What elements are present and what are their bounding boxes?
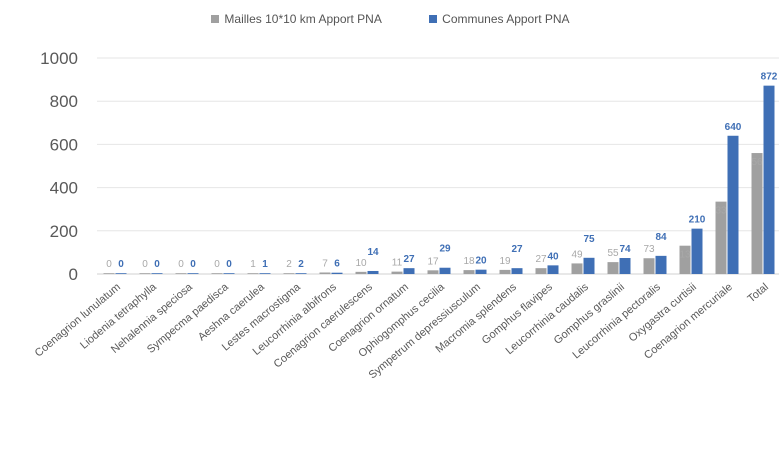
bar-communes <box>547 265 559 274</box>
data-label-communes: 74 <box>619 244 631 255</box>
data-label-mailles: 0 <box>142 259 148 270</box>
bar-communes <box>331 272 343 274</box>
data-label-communes: 14 <box>367 247 379 258</box>
bar-mailles <box>283 273 295 274</box>
bar-mailles <box>139 273 151 274</box>
bar-mailles <box>499 269 511 274</box>
bar-communes <box>691 228 703 274</box>
bar-communes <box>511 268 523 274</box>
y-tick-label: 0 <box>69 265 78 284</box>
bar-mailles <box>211 273 223 274</box>
data-label-mailles: 19 <box>499 256 511 267</box>
y-tick-label: 1000 <box>40 49 78 68</box>
bar-mailles <box>535 268 547 274</box>
bar-mailles <box>679 245 691 274</box>
data-label-mailles: 0 <box>214 259 220 270</box>
bar-communes <box>763 85 775 274</box>
bar-mailles <box>247 273 259 274</box>
data-label-mailles: 49 <box>571 249 583 260</box>
bar-communes <box>655 255 667 274</box>
legend-item-communes: Communes Apport PNA <box>429 12 570 26</box>
bar-mailles <box>391 271 403 274</box>
data-label-communes: 27 <box>511 244 523 255</box>
bar-mailles <box>175 273 187 274</box>
data-label-communes: 40 <box>547 251 559 262</box>
bar-communes <box>223 273 235 274</box>
data-label-communes: 29 <box>439 244 451 255</box>
bar-communes <box>583 257 595 274</box>
data-label-mailles: 18 <box>463 256 475 267</box>
data-label-mailles: 55 <box>607 248 619 259</box>
data-label-mailles: 33 <box>715 206 727 217</box>
bar-mailles <box>571 263 583 274</box>
bar-communes <box>403 268 415 274</box>
bar-communes <box>619 258 631 274</box>
bar-communes <box>295 273 307 274</box>
data-label-mailles: 10 <box>355 258 367 269</box>
bar-mailles <box>715 201 727 274</box>
data-label-communes: 872 <box>761 72 778 83</box>
legend-swatch-mailles <box>211 15 220 23</box>
data-label-communes: 0 <box>154 259 160 270</box>
data-label-communes: 2 <box>298 259 304 270</box>
legend: Mailles 10*10 km Apport PNA Communes App… <box>0 12 781 26</box>
bar-communes <box>151 273 163 274</box>
data-label-mailles: 56 <box>751 157 763 168</box>
bar-communes <box>187 273 199 274</box>
bar-communes <box>259 273 271 274</box>
data-label-communes: 1 <box>262 259 268 270</box>
data-label-communes: 210 <box>689 215 706 226</box>
legend-swatch-communes <box>429 15 438 23</box>
bar-communes <box>439 267 451 274</box>
bar-mailles <box>607 262 619 274</box>
data-label-mailles: 2 <box>286 259 292 270</box>
bar-mailles <box>427 270 439 274</box>
data-label-mailles: 73 <box>643 244 655 255</box>
y-tick-label: 200 <box>50 222 78 241</box>
data-label-mailles: 0 <box>106 259 112 270</box>
data-label-mailles: 7 <box>322 258 328 269</box>
bar-mailles <box>355 271 367 274</box>
data-label-communes: 640 <box>725 122 742 133</box>
data-label-mailles: 27 <box>535 254 547 265</box>
data-label-mailles: 13 <box>679 250 691 261</box>
data-label-mailles: 1 <box>250 259 256 270</box>
bar-mailles <box>103 273 115 274</box>
y-tick-label: 400 <box>50 179 78 198</box>
data-label-communes: 0 <box>226 259 232 270</box>
y-tick-label: 800 <box>50 92 78 111</box>
bar-mailles <box>463 270 475 274</box>
data-label-mailles: 0 <box>178 259 184 270</box>
data-label-mailles: 11 <box>392 258 403 269</box>
data-label-communes: 75 <box>583 234 595 245</box>
bar-communes <box>115 273 127 274</box>
x-category-label: Total <box>745 281 771 305</box>
data-label-communes: 27 <box>403 254 415 265</box>
bar-mailles <box>751 153 763 274</box>
bar-communes <box>727 135 739 274</box>
y-tick-label: 600 <box>50 135 78 154</box>
data-label-communes: 20 <box>475 256 487 267</box>
data-label-communes: 0 <box>190 259 196 270</box>
data-label-communes: 6 <box>334 259 340 270</box>
legend-label-mailles: Mailles 10*10 km Apport PNA <box>224 12 382 26</box>
data-label-communes: 84 <box>655 232 667 243</box>
bar-communes <box>367 270 379 274</box>
legend-label-communes: Communes Apport PNA <box>442 12 570 26</box>
bar-mailles <box>319 272 331 274</box>
data-label-mailles: 17 <box>427 256 439 267</box>
data-label-communes: 0 <box>118 259 124 270</box>
legend-item-mailles: Mailles 10*10 km Apport PNA <box>211 12 382 26</box>
bar-mailles <box>643 258 655 274</box>
bar-communes <box>475 269 487 274</box>
